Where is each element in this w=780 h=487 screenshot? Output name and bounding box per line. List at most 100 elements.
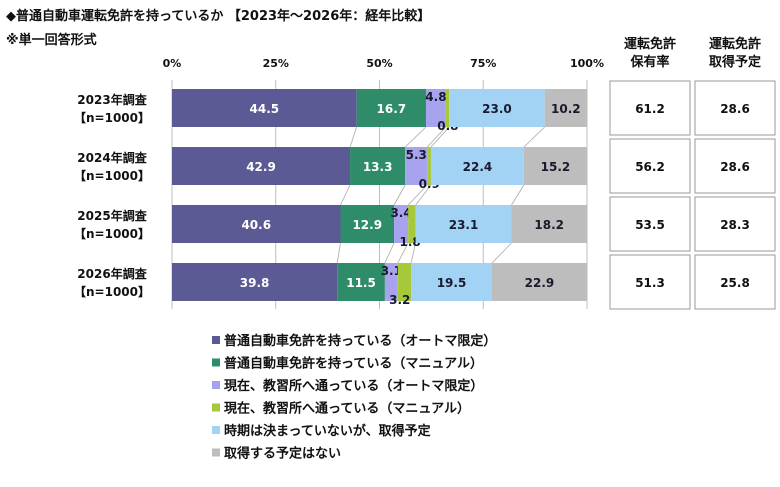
data-label: 39.8: [240, 276, 270, 290]
data-label: 19.5: [437, 276, 467, 290]
data-label: 18.2: [534, 218, 564, 232]
bar-segment: [511, 205, 587, 243]
series-connector: [404, 126, 427, 148]
bar-segment: [523, 147, 587, 185]
data-label: 16.7: [377, 102, 407, 116]
side-cell: [609, 80, 691, 136]
bar-segment: [172, 89, 357, 127]
series-connector: [384, 242, 395, 264]
series-connector: [415, 184, 432, 206]
legend-swatch: [212, 358, 220, 367]
bar-segment: [356, 89, 426, 127]
bar-segment: [411, 263, 492, 301]
x-tick-label: 75%: [470, 57, 496, 70]
data-label: 12.9: [352, 218, 382, 232]
side-value: 28.3: [720, 218, 750, 232]
bar-segment: [445, 89, 450, 127]
side-value: 28.6: [720, 160, 750, 174]
category-label: 2026年調査: [77, 266, 147, 281]
series-connector: [349, 126, 358, 148]
data-label: 3.4: [390, 206, 411, 220]
data-label: 5.3: [406, 148, 427, 162]
chart-subtitle: ※単一回答形式: [6, 32, 97, 48]
legend-swatch: [212, 336, 220, 344]
legend-label: 現在、教習所へ通っている（マニュアル）: [224, 401, 470, 417]
data-label: 3.2: [389, 293, 410, 307]
category-n: 【n=1000】: [74, 110, 150, 125]
series-connector: [430, 126, 450, 148]
data-label: 44.5: [250, 102, 280, 116]
category-n: 【n=1000】: [74, 168, 150, 183]
bar-segment: [415, 205, 512, 243]
category-label: 2023年調査: [77, 92, 147, 107]
bar-segment: [394, 205, 409, 243]
series-connector: [340, 184, 351, 206]
bar-segment: [350, 147, 406, 185]
data-label: 4.8: [425, 90, 446, 104]
data-label: 10.2: [551, 102, 581, 116]
series-connector: [491, 242, 512, 264]
side-cell: [694, 196, 776, 252]
side-cell: [609, 254, 691, 310]
series-connector: [410, 242, 416, 264]
category-n: 【n=1000】: [74, 226, 150, 241]
bar-segment: [405, 147, 428, 185]
data-label: 11.5: [346, 276, 376, 290]
bar-segment: [384, 263, 398, 301]
side-column-header: 取得予定: [709, 54, 761, 70]
x-tick-label: 50%: [366, 57, 392, 70]
x-tick-label: 0%: [163, 57, 182, 70]
side-value: 53.5: [635, 218, 665, 232]
bar-segment: [172, 263, 338, 301]
side-value: 56.2: [635, 160, 665, 174]
series-connector: [511, 184, 525, 206]
legend-swatch: [212, 403, 220, 412]
data-label: 15.2: [541, 160, 571, 174]
side-value: 28.6: [720, 102, 750, 116]
series-connector: [393, 184, 406, 206]
data-label: 1.8: [400, 235, 421, 249]
legend-label: 現在、教習所へ通っている（オートマ限定）: [224, 378, 483, 394]
side-value: 51.3: [635, 276, 665, 290]
series-connector: [523, 126, 545, 148]
data-label: 22.9: [525, 276, 555, 290]
legend-label: 普通自動車免許を持っている（マニュアル）: [224, 356, 483, 372]
category-n: 【n=1000】: [74, 284, 150, 299]
side-column-header: 運転免許: [624, 36, 676, 52]
category-label: 2025年調査: [77, 208, 147, 223]
x-tick-label: 100%: [570, 57, 604, 70]
legend-swatch: [212, 426, 220, 434]
side-column-header: 運転免許: [709, 36, 761, 52]
data-label: 13.3: [363, 160, 393, 174]
data-label: 40.6: [241, 218, 271, 232]
side-value: 61.2: [635, 102, 665, 116]
data-label: 22.4: [463, 160, 493, 174]
bar-segment: [544, 89, 587, 127]
bar-segment: [408, 205, 416, 243]
side-cell: [694, 138, 776, 194]
bar-segment: [340, 205, 395, 243]
series-connector: [407, 184, 428, 206]
side-cell: [609, 138, 691, 194]
bar-segment: [491, 263, 587, 301]
data-label: 23.1: [449, 218, 479, 232]
bar-segment: [172, 147, 351, 185]
side-cell: [609, 196, 691, 252]
series-connector: [426, 126, 447, 148]
bar-segment: [449, 89, 545, 127]
side-value: 25.8: [720, 276, 750, 290]
x-tick-label: 25%: [263, 57, 289, 70]
bar-segment: [430, 147, 524, 185]
legend-swatch: [212, 448, 220, 457]
data-label: 3.1: [381, 264, 402, 278]
side-cell: [694, 80, 776, 136]
bar-segment: [172, 205, 341, 243]
side-cell: [694, 254, 776, 310]
bar-segment: [397, 263, 412, 301]
bar-segment: [425, 89, 446, 127]
series-connector: [397, 242, 409, 264]
legend-label: 取得する予定はない: [224, 446, 341, 462]
legend-swatch: [212, 381, 220, 389]
bar-segment: [337, 263, 385, 301]
